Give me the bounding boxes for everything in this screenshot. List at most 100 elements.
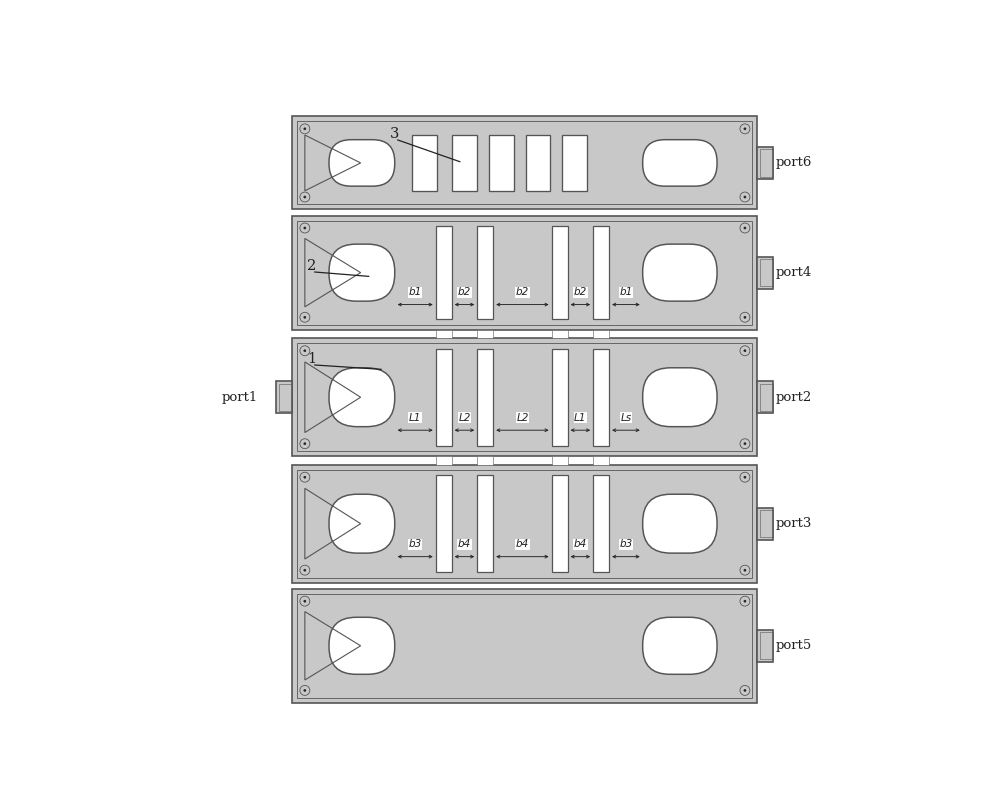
- Bar: [292, 338, 757, 456]
- Text: port2: port2: [776, 390, 812, 404]
- Circle shape: [300, 346, 310, 356]
- Text: b4: b4: [574, 539, 587, 549]
- FancyBboxPatch shape: [329, 140, 395, 186]
- Text: b4: b4: [516, 539, 529, 549]
- Text: b3: b3: [409, 539, 422, 549]
- Text: 1: 1: [307, 352, 316, 365]
- Circle shape: [304, 569, 306, 572]
- Bar: [292, 464, 757, 583]
- Bar: [297, 343, 752, 451]
- Bar: [292, 117, 757, 209]
- Text: L2: L2: [458, 413, 471, 423]
- Text: port3: port3: [776, 517, 812, 530]
- Bar: [562, 135, 587, 191]
- Text: port5: port5: [776, 639, 812, 652]
- Circle shape: [744, 600, 746, 602]
- Circle shape: [740, 686, 750, 696]
- Circle shape: [304, 196, 306, 198]
- Circle shape: [300, 597, 310, 606]
- Circle shape: [300, 439, 310, 448]
- Bar: [436, 349, 452, 445]
- Text: L1: L1: [409, 413, 421, 423]
- Bar: [477, 226, 493, 320]
- Bar: [297, 221, 752, 324]
- Bar: [593, 476, 609, 572]
- Circle shape: [304, 476, 306, 478]
- Circle shape: [744, 128, 746, 130]
- Circle shape: [304, 227, 306, 229]
- FancyBboxPatch shape: [329, 244, 395, 301]
- Circle shape: [744, 227, 746, 229]
- Text: 2: 2: [307, 259, 316, 273]
- Bar: [760, 149, 773, 176]
- Circle shape: [740, 312, 750, 322]
- Bar: [436, 476, 452, 572]
- Text: b1: b1: [409, 287, 422, 297]
- FancyBboxPatch shape: [329, 617, 395, 675]
- Circle shape: [744, 476, 746, 478]
- Bar: [297, 470, 752, 578]
- Bar: [489, 135, 514, 191]
- Bar: [477, 349, 493, 445]
- Bar: [757, 147, 773, 179]
- Circle shape: [300, 223, 310, 233]
- Bar: [593, 226, 609, 320]
- FancyBboxPatch shape: [329, 494, 395, 553]
- Circle shape: [300, 565, 310, 575]
- Circle shape: [740, 439, 750, 448]
- Circle shape: [744, 443, 746, 445]
- Circle shape: [740, 346, 750, 356]
- Text: b4: b4: [458, 539, 471, 549]
- Bar: [552, 349, 568, 445]
- Bar: [297, 122, 752, 204]
- Circle shape: [300, 124, 310, 134]
- Bar: [760, 259, 773, 287]
- Circle shape: [744, 349, 746, 352]
- Text: b2: b2: [516, 287, 529, 297]
- Circle shape: [740, 124, 750, 134]
- Bar: [757, 508, 773, 540]
- Bar: [412, 135, 437, 191]
- Bar: [760, 510, 773, 537]
- Text: b2: b2: [458, 287, 471, 297]
- Text: Ls: Ls: [620, 413, 631, 423]
- Bar: [552, 476, 568, 572]
- Circle shape: [304, 349, 306, 352]
- Bar: [593, 456, 609, 464]
- Circle shape: [744, 689, 746, 691]
- Bar: [552, 226, 568, 320]
- Bar: [760, 632, 773, 659]
- Bar: [452, 135, 477, 191]
- Circle shape: [304, 443, 306, 445]
- Bar: [757, 257, 773, 289]
- Circle shape: [744, 569, 746, 572]
- Text: port4: port4: [776, 266, 812, 279]
- Text: b3: b3: [619, 539, 633, 549]
- Circle shape: [740, 597, 750, 606]
- Circle shape: [300, 686, 310, 696]
- FancyBboxPatch shape: [643, 244, 717, 301]
- Circle shape: [304, 316, 306, 319]
- Bar: [593, 330, 609, 338]
- Text: L1: L1: [574, 413, 587, 423]
- Circle shape: [304, 128, 306, 130]
- Circle shape: [740, 565, 750, 575]
- Bar: [757, 630, 773, 662]
- FancyBboxPatch shape: [643, 494, 717, 553]
- Bar: [526, 135, 550, 191]
- Bar: [276, 381, 292, 413]
- Bar: [760, 384, 773, 411]
- Bar: [292, 588, 757, 703]
- Bar: [436, 226, 452, 320]
- FancyBboxPatch shape: [643, 617, 717, 675]
- Bar: [292, 216, 757, 330]
- Circle shape: [740, 192, 750, 202]
- Circle shape: [304, 689, 306, 691]
- FancyBboxPatch shape: [643, 368, 717, 427]
- Bar: [477, 330, 493, 338]
- FancyBboxPatch shape: [643, 140, 717, 186]
- Bar: [477, 476, 493, 572]
- Text: L2: L2: [516, 413, 529, 423]
- Circle shape: [300, 473, 310, 482]
- Text: port6: port6: [776, 156, 812, 169]
